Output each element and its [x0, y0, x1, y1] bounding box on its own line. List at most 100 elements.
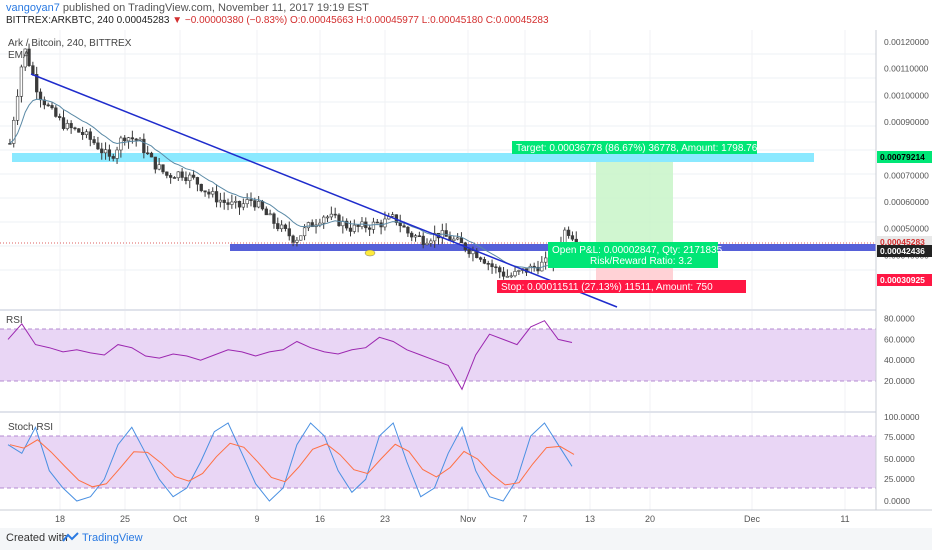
- candle-body-91: [356, 224, 360, 227]
- target-band: [12, 153, 814, 162]
- candle-body-120: [467, 249, 471, 255]
- candle-body-26: [107, 149, 112, 157]
- rsi-tick-1: 60.0000: [884, 334, 915, 344]
- chart-area[interactable]: Target: 0.00036778 (86.67%) 36778, Amoun…: [0, 30, 932, 533]
- candle-body-63: [249, 199, 253, 201]
- candle-body-124: [482, 259, 487, 264]
- candle-body-132: [513, 271, 517, 277]
- y-tick-6: 0.00050000: [884, 224, 929, 234]
- y-tick-3: 0.00090000: [884, 117, 929, 127]
- ohlc-line: BITTREX:ARKBTC, 240 0.00045283 ▼ −0.0000…: [6, 15, 549, 26]
- x-tick-7: 7: [522, 514, 527, 524]
- tradingview-brand[interactable]: TradingView: [82, 532, 143, 544]
- candle-body-48: [191, 174, 196, 178]
- svg-text:0.00079214: 0.00079214: [880, 152, 925, 162]
- candle-body-7: [35, 74, 39, 93]
- candle-body-86: [337, 214, 341, 227]
- candle-body-24: [100, 148, 104, 154]
- candle-body-130: [505, 275, 510, 278]
- chart-header: vangoyan7 published on TradingView.com, …: [0, 0, 932, 30]
- candle-body-103: [402, 225, 406, 228]
- rsi-tick-3: 20.0000: [884, 376, 915, 386]
- x-tick-0: 18: [55, 514, 65, 524]
- candle-body-94: [367, 227, 372, 230]
- candle-body-66: [260, 200, 265, 210]
- trendline[interactable]: [30, 73, 618, 308]
- candle-body-50: [199, 183, 203, 192]
- stop-text: Stop: 0.00011511 (27.13%) 11511, Amount:…: [501, 282, 713, 293]
- candle-body-4: [23, 48, 27, 68]
- candle-body-75: [295, 239, 299, 243]
- x-tick-4: 16: [315, 514, 325, 524]
- candle-body-88: [345, 220, 349, 229]
- candle-body-84: [329, 213, 333, 218]
- candle-body-147: [570, 235, 575, 240]
- y-tick-4: 0.00070000: [884, 170, 929, 180]
- price-label-3: 0.00030925: [877, 274, 932, 286]
- candle-body-1: [12, 119, 16, 144]
- main-pane[interactable]: Target: 0.00036778 (86.67%) 36778, Amoun…: [0, 30, 932, 510]
- candle-body-67: [264, 208, 268, 216]
- candle-body-105: [410, 232, 414, 238]
- candle-body-83: [325, 216, 330, 219]
- candle-body-65: [257, 200, 261, 208]
- open-label: Open P&L: 0.00002847, Qty: 2171835 Risk/…: [548, 242, 723, 268]
- candle-body-76: [299, 235, 303, 241]
- profit-zone: [596, 158, 673, 255]
- author-link[interactable]: vangoyan7: [6, 2, 60, 14]
- candle-body-131: [509, 275, 513, 278]
- x-tick-3: 9: [254, 514, 259, 524]
- candle-body-8: [38, 91, 43, 101]
- stop-label: Stop: 0.00011511 (27.13%) 11511, Amount:…: [497, 280, 746, 293]
- candle-body-114: [444, 230, 448, 237]
- candle-body-25: [103, 149, 108, 154]
- candle-body-31: [126, 137, 131, 142]
- chart-svg[interactable]: Target: 0.00036778 (86.67%) 36778, Amoun…: [0, 30, 932, 528]
- target-label: Target: 0.00036778 (86.67%) 36778, Amoun…: [512, 141, 758, 154]
- candle-body-137: [532, 265, 536, 268]
- rsi-band: [0, 329, 876, 381]
- candle-body-74: [291, 235, 295, 243]
- symbol-label: BITTREX:ARKBTC, 240: [6, 15, 114, 26]
- candle-body-100: [390, 214, 395, 217]
- candle-body-133: [517, 270, 521, 272]
- candle-body-82: [322, 216, 326, 224]
- x-axis: 18 25 Oct 9 16 23 Nov 7 13 20 Dec 11: [55, 514, 850, 524]
- stoch-tick-4: 0.0000: [884, 496, 910, 506]
- rsi-pane[interactable]: RSI 80.0000 60.0000 40.0000 20.0000: [0, 309, 915, 391]
- candle-body-40: [161, 164, 165, 173]
- stoch-k-line: [7, 422, 573, 502]
- candle-body-85: [333, 213, 337, 216]
- last-price: 0.00045283: [116, 15, 170, 26]
- x-tick-10: Dec: [744, 514, 761, 524]
- candle-body-0: [8, 143, 12, 145]
- rsi-tick-2: 40.0000: [884, 355, 915, 365]
- pane-divider: [0, 309, 876, 311]
- candle-body-140: [544, 257, 548, 263]
- candle-body-61: [241, 203, 245, 208]
- candle-body-12: [54, 107, 58, 117]
- tradingview-logo-icon: [62, 532, 79, 542]
- risk-text: Risk/Reward Ratio: 3.2: [590, 256, 693, 267]
- candle-body-38: [153, 156, 157, 170]
- candle-body-104: [406, 226, 410, 234]
- candle-body-72: [283, 224, 288, 229]
- candle-body-90: [352, 224, 356, 232]
- candle-body-17: [73, 127, 77, 130]
- candle-body-64: [253, 200, 257, 208]
- stoch-tick-3: 25.0000: [884, 474, 915, 484]
- svg-text:0.00030925: 0.00030925: [880, 275, 925, 285]
- price-change: ▼ −0.00000380 (−0.83%): [172, 15, 288, 26]
- y-tick-2: 0.00100000: [884, 90, 929, 100]
- candle-body-49: [195, 177, 200, 185]
- created-with-text: Created with: [6, 532, 68, 544]
- candle-body-107: [417, 235, 422, 237]
- candle-body-23: [96, 142, 100, 150]
- candle-body-111: [433, 232, 437, 242]
- candle-body-110: [429, 240, 433, 244]
- indicator-label: EMA: [8, 50, 30, 61]
- stoch-d-line: [9, 439, 575, 488]
- stoch-pane[interactable]: Stoch RSI 100.0000 75.0000 50.0000 25.0000 0…: [0, 411, 920, 506]
- candle-body-33: [134, 138, 138, 141]
